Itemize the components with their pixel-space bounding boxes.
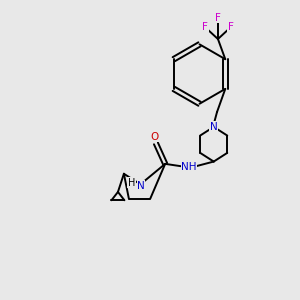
Text: N: N: [137, 181, 145, 191]
Text: H: H: [128, 178, 135, 188]
Text: F: F: [215, 13, 221, 22]
Text: F: F: [227, 22, 233, 32]
Text: O: O: [151, 132, 159, 142]
Text: N: N: [210, 122, 218, 132]
Text: NH: NH: [181, 161, 197, 172]
Text: F: F: [202, 22, 208, 32]
